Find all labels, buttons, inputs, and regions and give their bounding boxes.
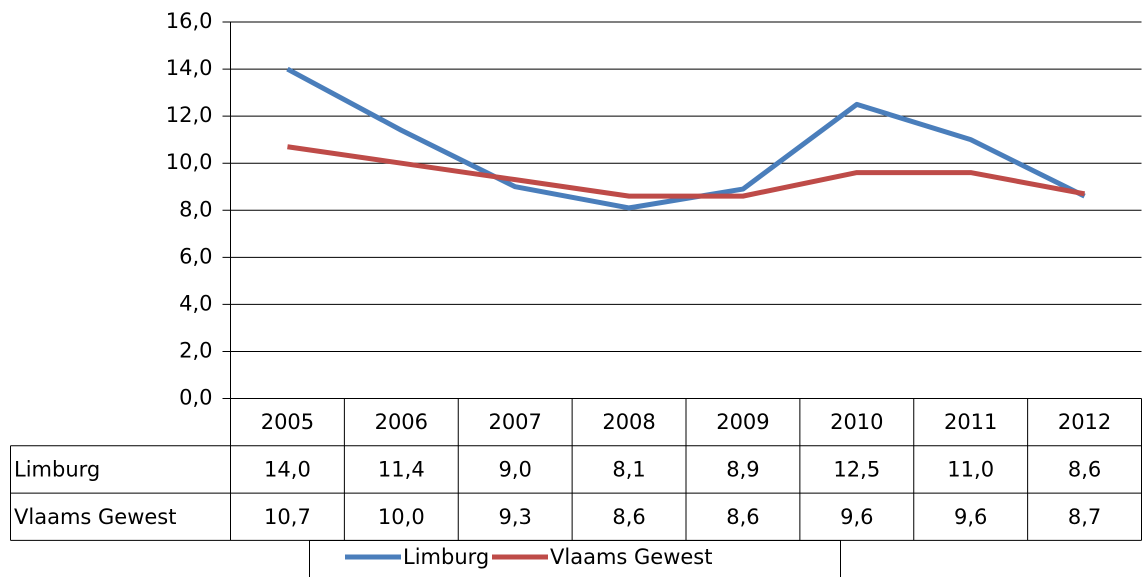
y-tick-label: 6,0 [179,244,212,268]
legend-label: Limburg [403,545,489,569]
table-cell: 9,6 [840,505,873,529]
x-tick-label: 2009 [716,410,769,434]
table-cell: 9,3 [498,505,531,529]
table-cell: 8,6 [726,505,759,529]
x-tick-label: 2008 [602,410,655,434]
y-tick-label: 10,0 [166,150,213,174]
table-cell: 9,0 [498,457,531,481]
table-cell: 10,7 [264,505,311,529]
y-tick-label: 8,0 [179,197,212,221]
table-cell: 8,7 [1068,505,1101,529]
table-cell: 10,0 [378,505,425,529]
x-tick-label: 2010 [830,410,883,434]
table-cell: 14,0 [264,457,311,481]
y-tick-label: 4,0 [179,291,212,315]
y-tick-label: 0,0 [179,386,212,410]
table-cell: 8,6 [1068,457,1101,481]
x-tick-label: 2006 [375,410,428,434]
table-cell: 8,6 [612,505,645,529]
y-tick-label: 14,0 [166,56,213,80]
y-tick-label: 12,0 [166,103,213,127]
x-tick-label: 2012 [1058,410,1111,434]
table-row-label: Vlaams Gewest [14,505,176,529]
y-tick-label: 16,0 [166,9,213,33]
legend-label: Vlaams Gewest [550,545,712,569]
table-cell: 11,4 [378,457,425,481]
table-cell: 8,9 [726,457,759,481]
x-tick-label: 2011 [944,410,997,434]
series-line [287,144,1086,199]
table-cell: 8,1 [612,457,645,481]
y-tick-label: 2,0 [179,338,212,362]
table-cell: 12,5 [833,457,880,481]
series-line [286,66,1086,211]
x-tick-label: 2005 [261,410,314,434]
x-tick-label: 2007 [488,410,541,434]
table-row-label: Limburg [14,457,100,481]
table-cell: 11,0 [947,457,994,481]
table-cell: 9,6 [954,505,987,529]
